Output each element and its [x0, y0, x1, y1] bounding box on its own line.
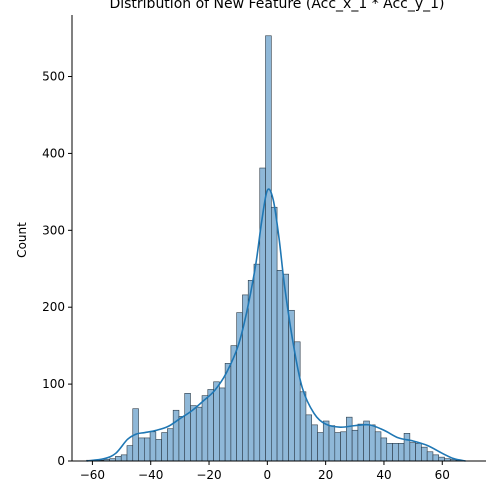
histogram-bar: [120, 454, 128, 462]
x-tick-label: −20: [196, 468, 221, 482]
histogram-bar: [213, 381, 220, 462]
histogram-bar: [438, 456, 445, 462]
histogram-bar: [190, 405, 197, 462]
histogram-bar: [195, 406, 203, 462]
histogram-bar: [126, 445, 134, 462]
histogram-bar: [363, 420, 370, 462]
histogram-bar: [276, 269, 284, 462]
histogram-bar: [201, 395, 209, 462]
kde-curve: [86, 188, 466, 462]
histogram-bar: [369, 424, 376, 462]
histogram-bar: [317, 432, 324, 462]
histogram-bar: [178, 416, 186, 462]
histogram-bar: [380, 437, 388, 462]
histogram-bar: [207, 389, 214, 462]
y-tick-label: 200: [42, 300, 65, 314]
histogram-bar: [172, 409, 180, 462]
histogram-bar: [138, 437, 145, 462]
histogram-bar: [311, 424, 318, 462]
histogram-bar: [340, 431, 347, 462]
histogram-bar: [409, 442, 416, 462]
histogram-bar: [247, 279, 255, 462]
histogram-bar: [161, 432, 168, 462]
histogram-bar: [328, 425, 336, 462]
histogram-bar: [294, 341, 301, 462]
y-tick-label: 0: [57, 454, 65, 468]
chart-title: Distribution of New Feature (Acc_x_1 * A…: [109, 0, 444, 12]
histogram-bar: [334, 432, 341, 462]
histogram-bar: [265, 35, 272, 462]
histogram-bar: [253, 263, 261, 462]
x-tick-label: 60: [435, 468, 450, 482]
histogram-bar: [374, 431, 382, 462]
y-tick-label: 400: [42, 146, 65, 160]
histogram-bar: [299, 391, 307, 462]
histogram-bar: [219, 387, 226, 462]
histogram-bar: [421, 446, 428, 462]
histogram-bar: [144, 437, 151, 462]
histogram-bar: [426, 451, 434, 462]
histogram-bars: [86, 35, 463, 462]
histogram-bar: [115, 456, 122, 462]
histogram-bar: [282, 273, 289, 462]
x-tick-label: 40: [376, 468, 391, 482]
y-tick-label: 300: [42, 223, 65, 237]
y-tick-label: 500: [42, 70, 65, 84]
histogram-bar: [167, 428, 174, 462]
histogram-bar: [149, 431, 157, 462]
histogram-bar: [346, 416, 353, 462]
histogram-bar: [351, 429, 359, 462]
histogram-bar: [398, 443, 405, 462]
histogram-bar: [403, 433, 411, 462]
x-tick-label: 0: [264, 468, 272, 482]
histogram-bar: [224, 363, 232, 462]
histogram-bar: [432, 454, 440, 462]
histogram-bar: [386, 443, 393, 462]
histogram-bar: [305, 414, 313, 462]
axes: −60 −40 −20 0 20 40 60 0 100 200 300 400 500: [42, 15, 486, 482]
histogram-bar: [271, 206, 278, 462]
histogram-bar: [392, 443, 399, 462]
x-tick-label: −60: [80, 468, 105, 482]
histogram-bar: [357, 423, 364, 462]
histogram-bar: [415, 443, 422, 462]
y-axis-label: Count: [15, 222, 29, 258]
histogram-bar: [322, 420, 330, 462]
histogram-bar: [155, 439, 162, 462]
x-tick-label: −40: [138, 468, 163, 482]
x-tick-label: 20: [318, 468, 333, 482]
y-tick-label: 100: [42, 377, 65, 391]
histogram-bar: [184, 393, 191, 462]
